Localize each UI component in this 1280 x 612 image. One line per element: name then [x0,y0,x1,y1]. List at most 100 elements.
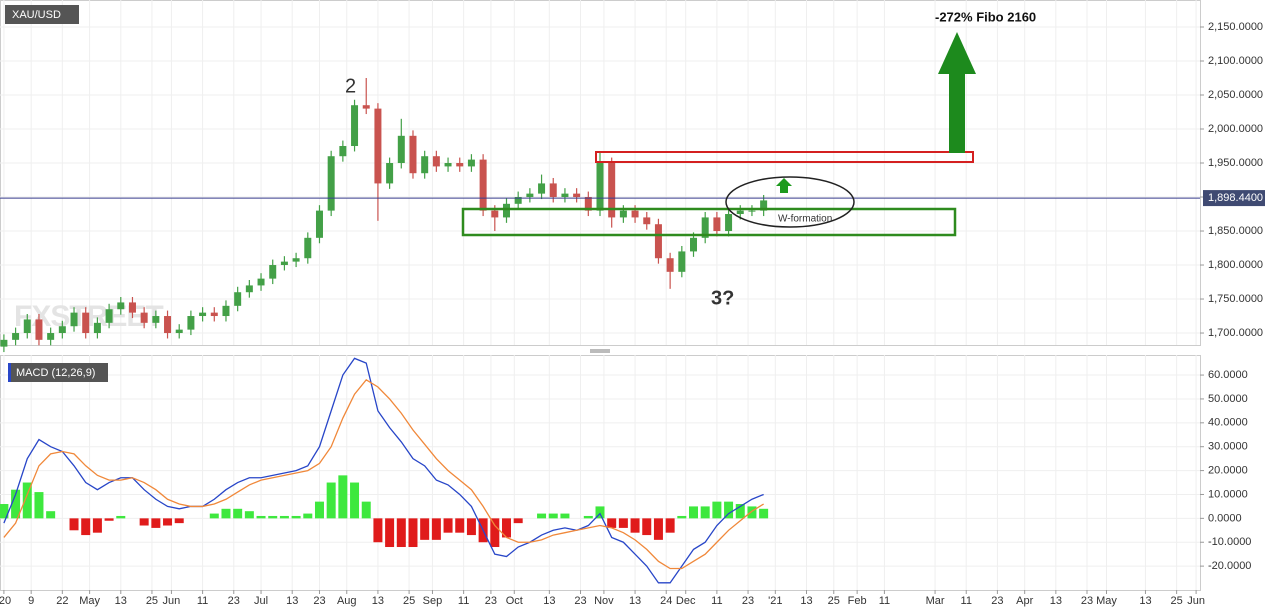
candle-body [0,339,8,347]
candle-body [292,258,300,262]
x-tick-label: 13 [800,595,812,607]
candle-body [35,319,43,340]
candle-body [421,156,429,174]
y-tick-label: 1,850.0000 [1208,225,1263,237]
candle-body [666,258,674,272]
x-tick-label: 25 [146,595,158,607]
indicator-box[interactable] [8,363,108,382]
x-tick-label: Dec [676,595,696,607]
x-tick-label: '20 [0,595,11,607]
candle-body [304,237,312,259]
histogram-bar [34,492,44,519]
y-tick-label: -10.0000 [1208,536,1251,548]
candle-body [327,156,335,211]
candle-body [701,217,709,238]
candle-body [526,193,534,198]
candle-body [748,210,756,212]
candle-body [128,302,136,313]
y-tick-label: 1,800.0000 [1208,259,1263,271]
candle-body [456,163,464,167]
x-tick-label: 23 [574,595,586,607]
histogram-bar [279,515,289,519]
x-tick-label: 23 [313,595,325,607]
histogram-bar [256,515,266,519]
histogram-bar [81,518,91,536]
x-tick-label: 11 [711,595,722,607]
histogram-bar [116,515,126,519]
x-tick-label: 22 [56,595,68,607]
y-tick-label: 2,100.0000 [1208,55,1263,67]
candle-body [117,302,125,310]
histogram-bar [513,518,523,524]
x-tick-label: Feb [848,595,867,607]
histogram-bar [291,515,301,519]
x-tick-label: Jun [163,595,181,607]
x-tick-label: 13 [629,595,641,607]
histogram-bar [151,518,161,528]
candle-body [690,237,698,252]
candle-body [70,312,78,327]
x-tick-label: Nov [594,595,614,607]
x-tick-label: Sep [423,595,443,607]
candle-body [280,261,288,266]
candle-body [164,316,172,334]
symbol-title[interactable]: XAU/USD [12,9,61,21]
resistance-box [595,151,974,163]
candle-body [479,159,487,211]
histogram-bar [560,513,570,519]
candle-body [269,265,277,279]
last-price-box [1203,190,1265,207]
candle-body [467,159,475,167]
candle-body [140,312,148,323]
candle-body [105,309,113,323]
candle-body [549,183,557,198]
x-tick-label: Jul [254,595,268,607]
histogram-bar [642,518,652,536]
x-tick-label: 11 [879,595,890,607]
price-panel [0,0,1201,346]
candle-body [351,105,359,147]
symbol-box[interactable] [5,5,79,24]
histogram-bar [747,506,757,519]
x-tick-label: 9 [28,595,34,607]
histogram-bar [221,508,231,519]
histogram-bar [268,515,278,519]
y-tick-label: 2,150.0000 [1208,21,1263,33]
candle-body [444,163,452,167]
x-tick-label: Jun [1187,595,1205,607]
histogram-bar [677,515,687,519]
histogram-bar [0,504,9,519]
x-tick-label: May [1096,595,1117,607]
histogram-bar [303,513,313,519]
histogram-bar [618,518,628,528]
histogram-bar [607,518,617,528]
histogram-bar [700,506,710,519]
histogram-bar [408,518,418,548]
x-tick-label: Aug [337,595,357,607]
x-tick-label: 13 [1050,595,1062,607]
candle-body [175,329,183,334]
panel-divider[interactable] [590,349,610,353]
candle-body [210,312,218,317]
candle-body [736,210,744,215]
candle-body [573,193,581,198]
histogram-bar [548,513,558,519]
w-formation-ellipse [725,176,855,228]
indicator-title[interactable]: MACD (12,26,9) [16,367,95,379]
pattern-label: W-formation [778,214,832,225]
candle-body [491,210,499,218]
candle-body [502,203,510,218]
candle-body [538,183,546,194]
y-tick-label: 20.0000 [1208,464,1248,476]
x-tick-label: 11 [961,595,972,607]
candle-body [339,146,347,157]
candle-body [397,135,405,164]
histogram-bar [501,518,511,538]
histogram-bar [583,515,593,519]
y-tick-label: 1,950.0000 [1208,157,1263,169]
x-tick-label: 13 [115,595,127,607]
x-tick-label: 25 [1170,595,1182,607]
candle-body [362,105,370,109]
